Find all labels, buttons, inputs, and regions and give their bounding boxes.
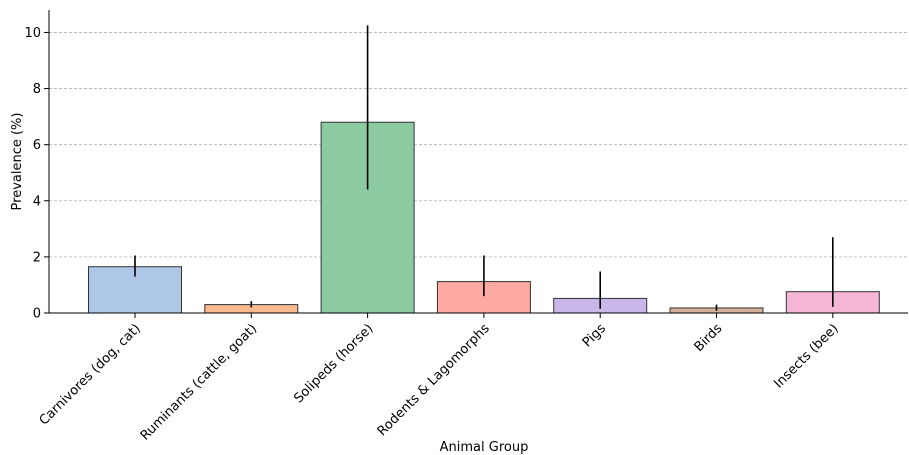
y-ticks: 0 2 4 6 8 10 [24, 26, 49, 322]
x-tick-label: Birds [692, 321, 726, 355]
y-tick-label: 0 [33, 307, 41, 322]
x-tick-label: Rodents & Lagomorphs [375, 321, 493, 439]
y-axis-label: Prevalence (%) [10, 113, 25, 211]
axes [48, 10, 908, 314]
y-tick-label: 8 [33, 82, 41, 97]
bar [88, 266, 182, 314]
x-ticks: Carnivores (dog, cat)Ruminants (cattle, … [37, 313, 842, 444]
x-axis-label: Animal Group [440, 440, 529, 455]
x-tick-label: Insects (bee) [771, 321, 841, 391]
x-tick-label: Pigs [580, 321, 609, 350]
x-tick-label: Solipeds (horse) [291, 321, 376, 406]
error-bars [134, 25, 834, 311]
y-tick-label: 10 [24, 26, 41, 41]
bars [88, 121, 880, 314]
grid-lines [49, 32, 908, 258]
x-tick-label: Ruminants (cattle, goat) [138, 321, 260, 443]
x-tick-label: Carnivores (dog, cat) [37, 321, 144, 428]
y-tick-label: 6 [33, 138, 41, 153]
y-tick-label: 4 [33, 194, 41, 209]
y-tick-label: 2 [33, 250, 41, 265]
